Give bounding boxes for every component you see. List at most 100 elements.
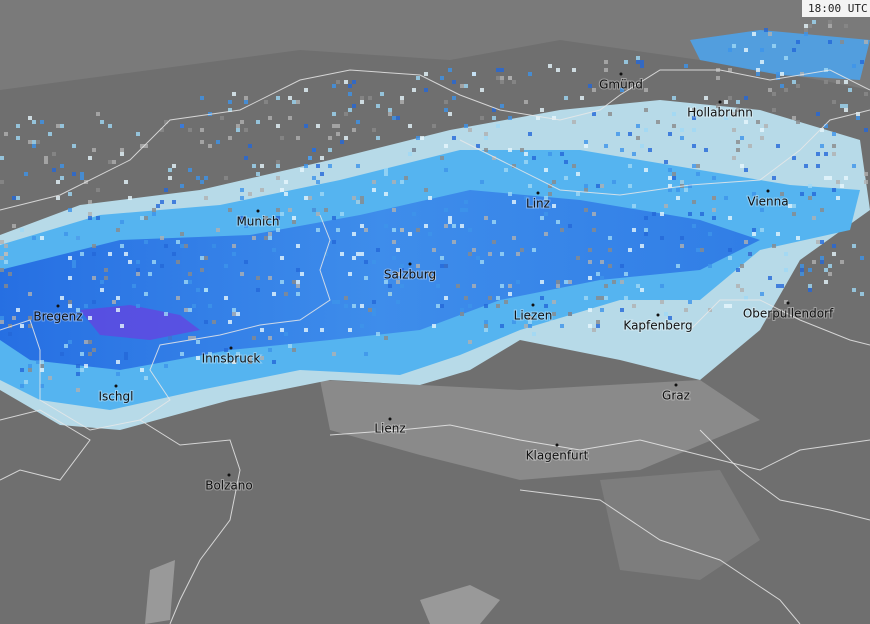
city-label: Ischgl: [99, 390, 134, 404]
radar-pixel: [460, 312, 464, 316]
radar-pixel: [724, 304, 728, 308]
radar-pixel: [4, 252, 8, 256]
radar-pixel: [572, 68, 576, 72]
radar-pixel: [424, 72, 428, 76]
radar-pixel: [444, 296, 448, 300]
radar-pixel: [468, 252, 472, 256]
radar-pixel: [412, 212, 416, 216]
radar-pixel: [288, 96, 292, 100]
radar-pixel: [472, 284, 476, 288]
radar-pixel: [80, 252, 84, 256]
radar-pixel: [548, 192, 552, 196]
radar-pixel: [820, 144, 824, 148]
city-label: Bolzano: [205, 479, 253, 493]
radar-pixel: [160, 200, 164, 204]
radar-pixel: [308, 196, 312, 200]
radar-pixel: [528, 316, 532, 320]
radar-pixel: [348, 108, 352, 112]
radar-pixel: [104, 268, 108, 272]
city-dot: [619, 72, 623, 76]
radar-pixel: [828, 40, 832, 44]
radar-pixel: [596, 324, 600, 328]
radar-pixel: [804, 28, 808, 32]
city-label: Linz: [526, 197, 550, 211]
radar-pixel: [528, 72, 532, 76]
radar-pixel: [444, 264, 448, 268]
radar-pixel: [248, 360, 252, 364]
radar-pixel: [144, 144, 148, 148]
radar-pixel: [40, 364, 44, 368]
radar-pixel: [120, 220, 124, 224]
radar-pixel: [564, 280, 568, 284]
radar-pixel: [624, 296, 628, 300]
radar-pixel: [464, 296, 468, 300]
radar-pixel: [692, 200, 696, 204]
radar-pixel: [852, 64, 856, 68]
radar-pixel: [76, 308, 80, 312]
radar-pixel: [568, 224, 572, 228]
radar-pixel: [824, 80, 828, 84]
radar-pixel: [200, 96, 204, 100]
radar-pixel: [588, 248, 592, 252]
radar-pixel: [112, 160, 116, 164]
radar-pixel: [828, 24, 832, 28]
radar-pixel: [752, 228, 756, 232]
radar-pixel: [224, 176, 228, 180]
radar-pixel: [40, 236, 44, 240]
radar-pixel: [360, 324, 364, 328]
city-dot: [555, 443, 559, 447]
radar-pixel: [480, 88, 484, 92]
radar-pixel: [260, 356, 264, 360]
radar-pixel: [644, 168, 648, 172]
radar-pixel: [120, 148, 124, 152]
radar-pixel: [444, 108, 448, 112]
radar-pixel: [188, 336, 192, 340]
radar-pixel: [432, 324, 436, 328]
radar-pixel: [680, 244, 684, 248]
radar-pixel: [760, 128, 764, 132]
radar-pixel: [688, 184, 692, 188]
radar-pixel: [680, 128, 684, 132]
radar-pixel: [336, 300, 340, 304]
radar-pixel: [500, 324, 504, 328]
radar-pixel: [488, 252, 492, 256]
radar-pixel: [128, 196, 132, 200]
radar-pixel: [124, 252, 128, 256]
radar-pixel: [664, 160, 668, 164]
radar-pixel: [112, 300, 116, 304]
radar-pixel: [360, 96, 364, 100]
radar-pixel: [740, 136, 744, 140]
radar-pixel: [524, 324, 528, 328]
radar-pixel: [660, 212, 664, 216]
radar-pixel: [88, 216, 92, 220]
radar-pixel: [392, 240, 396, 244]
radar-pixel: [396, 248, 400, 252]
radar-pixel: [16, 136, 20, 140]
radar-pixel: [32, 140, 36, 144]
radar-pixel: [164, 120, 168, 124]
radar-pixel: [548, 184, 552, 188]
radar-pixel: [808, 288, 812, 292]
radar-pixel: [192, 336, 196, 340]
speckle: [0, 20, 868, 392]
radar-pixel: [728, 48, 732, 52]
radar-pixel: [452, 80, 456, 84]
radar-pixel: [16, 124, 20, 128]
radar-pixel: [848, 88, 852, 92]
radar-pixel: [760, 60, 764, 64]
radar-pixel: [612, 180, 616, 184]
radar-pixel: [712, 216, 716, 220]
radar-pixel: [96, 216, 100, 220]
radar-pixel: [400, 100, 404, 104]
radar-pixel: [656, 120, 660, 124]
radar-pixel: [244, 260, 248, 264]
radar-pixel: [476, 144, 480, 148]
radar-pixel: [748, 144, 752, 148]
radar-pixel: [768, 32, 772, 36]
radar-pixel: [560, 228, 564, 232]
radar-pixel: [540, 216, 544, 220]
radar-pixel: [164, 364, 168, 368]
radar-pixel: [292, 216, 296, 220]
radar-pixel: [256, 288, 260, 292]
radar-pixel: [188, 168, 192, 172]
